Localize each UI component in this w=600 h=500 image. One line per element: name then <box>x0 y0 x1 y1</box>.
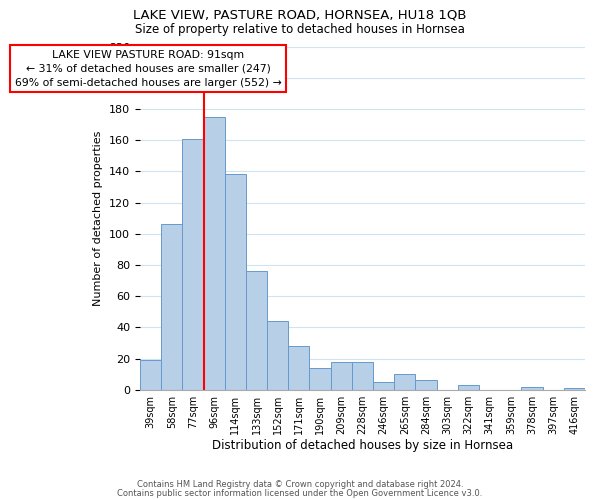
Bar <box>225 174 246 390</box>
Text: LAKE VIEW PASTURE ROAD: 91sqm
← 31% of detached houses are smaller (247)
69% of : LAKE VIEW PASTURE ROAD: 91sqm ← 31% of d… <box>14 50 281 88</box>
Y-axis label: Number of detached properties: Number of detached properties <box>94 130 103 306</box>
Bar <box>521 386 542 390</box>
Bar <box>352 362 373 390</box>
Text: Contains HM Land Registry data © Crown copyright and database right 2024.: Contains HM Land Registry data © Crown c… <box>137 480 463 489</box>
Bar <box>331 362 352 390</box>
Bar <box>394 374 415 390</box>
Bar <box>310 368 331 390</box>
Bar <box>415 380 437 390</box>
Bar <box>373 382 394 390</box>
Bar <box>161 224 182 390</box>
Bar <box>140 360 161 390</box>
Bar <box>203 116 225 390</box>
Text: Contains public sector information licensed under the Open Government Licence v3: Contains public sector information licen… <box>118 488 482 498</box>
Bar <box>289 346 310 390</box>
Bar <box>458 385 479 390</box>
Text: Size of property relative to detached houses in Hornsea: Size of property relative to detached ho… <box>135 22 465 36</box>
Bar <box>267 321 289 390</box>
Bar <box>182 138 203 390</box>
Bar <box>564 388 585 390</box>
Text: LAKE VIEW, PASTURE ROAD, HORNSEA, HU18 1QB: LAKE VIEW, PASTURE ROAD, HORNSEA, HU18 1… <box>133 9 467 22</box>
X-axis label: Distribution of detached houses by size in Hornsea: Distribution of detached houses by size … <box>212 440 513 452</box>
Bar <box>246 271 267 390</box>
